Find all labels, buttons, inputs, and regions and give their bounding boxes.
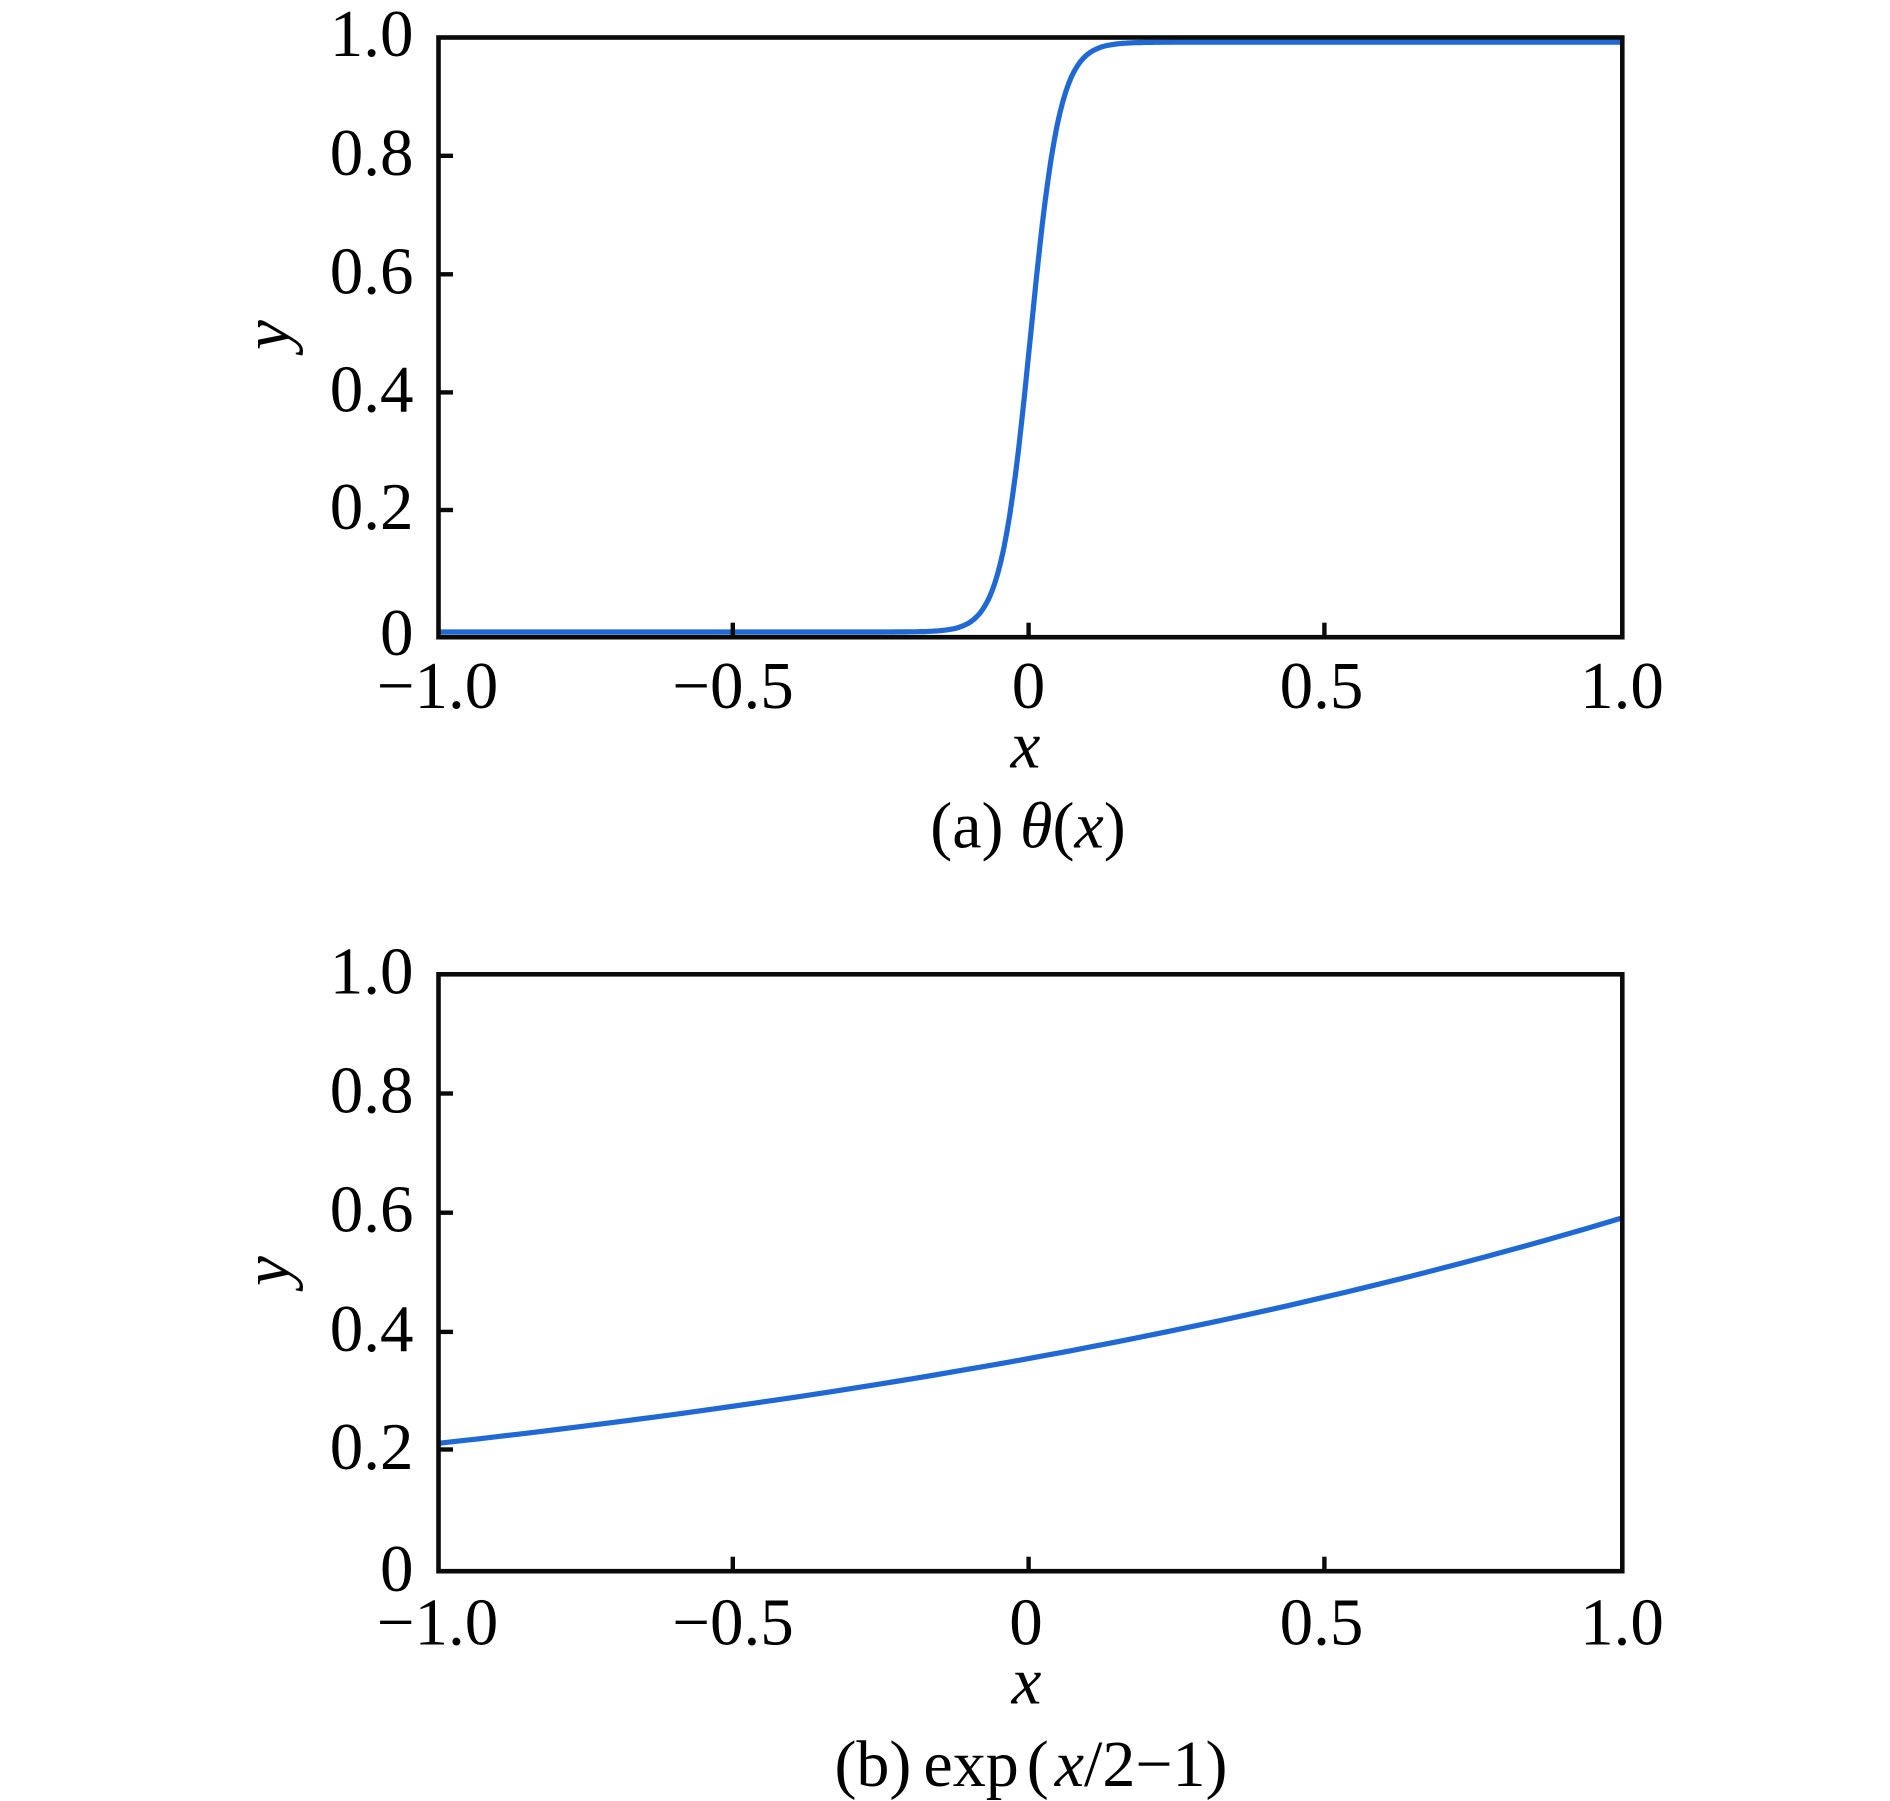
svg-text:−1.0: −1.0: [377, 1586, 499, 1660]
svg-text:−0.5: −0.5: [672, 1586, 794, 1660]
svg-text:0.6: 0.6: [330, 234, 414, 308]
svg-text:−1.0: −1.0: [377, 649, 499, 723]
svg-text:0.4: 0.4: [330, 1292, 414, 1366]
svg-text:1.0: 1.0: [330, 934, 414, 1008]
svg-text:y: y: [230, 320, 304, 356]
svg-text:0: 0: [380, 1532, 414, 1606]
svg-text:(b)exp(x/2−1): (b) exp (x/2−1): [834, 1728, 1227, 1801]
svg-text:0.8: 0.8: [330, 116, 414, 190]
svg-text:0.2: 0.2: [330, 1410, 414, 1484]
svg-text:0.4: 0.4: [330, 352, 414, 426]
svg-text:0.6: 0.6: [330, 1173, 414, 1247]
svg-text:y: y: [230, 1256, 304, 1292]
svg-text:0.5: 0.5: [1280, 649, 1364, 723]
svg-text:x: x: [1010, 709, 1041, 783]
svg-text:0.8: 0.8: [330, 1054, 414, 1128]
svg-text:0: 0: [380, 596, 414, 670]
svg-text:x: x: [1011, 1645, 1042, 1719]
svg-text:(a) θ(x): (a) θ(x): [930, 790, 1125, 863]
svg-text:1.0: 1.0: [1580, 649, 1664, 723]
svg-text:1.0: 1.0: [330, 0, 414, 71]
svg-text:0.2: 0.2: [330, 470, 414, 544]
svg-text:0: 0: [1012, 649, 1046, 723]
svg-text:1.0: 1.0: [1580, 1586, 1664, 1660]
svg-text:0: 0: [1009, 1586, 1043, 1660]
svg-text:−0.5: −0.5: [672, 649, 794, 723]
svg-text:0.5: 0.5: [1280, 1586, 1364, 1660]
